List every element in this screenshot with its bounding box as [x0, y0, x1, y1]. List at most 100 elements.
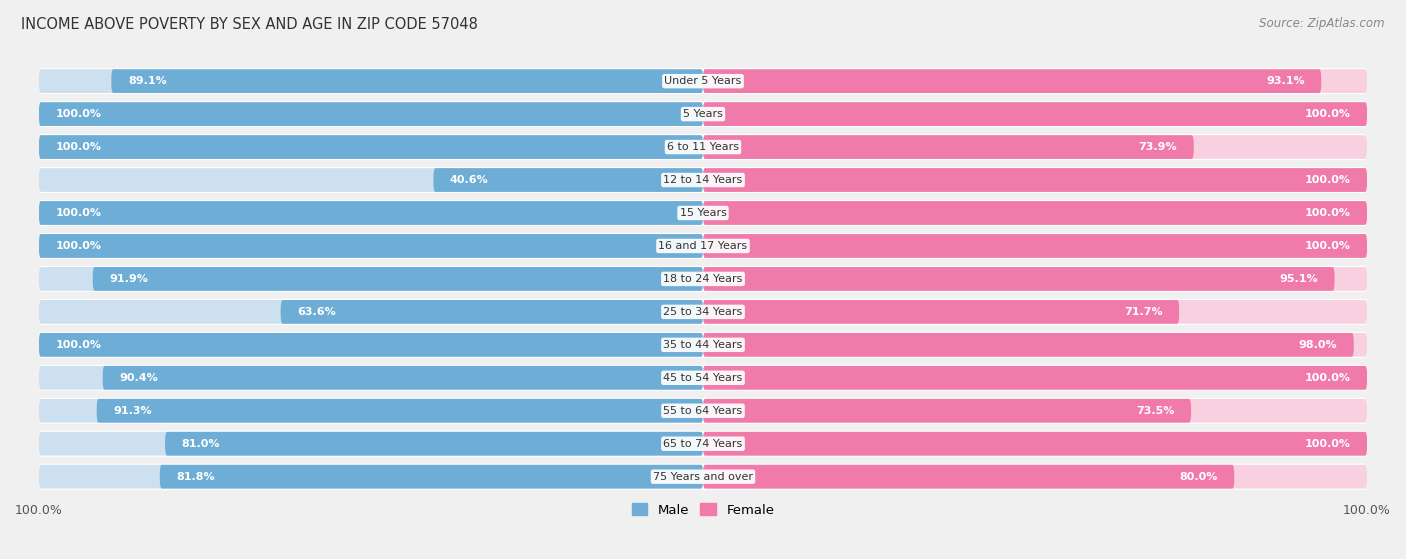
- FancyBboxPatch shape: [39, 102, 703, 126]
- Text: 81.8%: 81.8%: [176, 472, 215, 482]
- FancyBboxPatch shape: [703, 333, 1367, 357]
- FancyBboxPatch shape: [703, 300, 1367, 324]
- FancyBboxPatch shape: [39, 463, 1367, 490]
- FancyBboxPatch shape: [703, 432, 1367, 456]
- FancyBboxPatch shape: [103, 366, 703, 390]
- Text: Source: ZipAtlas.com: Source: ZipAtlas.com: [1260, 17, 1385, 30]
- FancyBboxPatch shape: [39, 201, 703, 225]
- FancyBboxPatch shape: [703, 267, 1334, 291]
- Text: 98.0%: 98.0%: [1299, 340, 1337, 350]
- Text: INCOME ABOVE POVERTY BY SEX AND AGE IN ZIP CODE 57048: INCOME ABOVE POVERTY BY SEX AND AGE IN Z…: [21, 17, 478, 32]
- Text: 100.0%: 100.0%: [1305, 175, 1350, 185]
- Text: 100.0%: 100.0%: [1305, 109, 1350, 119]
- Text: 100.0%: 100.0%: [56, 208, 101, 218]
- FancyBboxPatch shape: [39, 201, 703, 225]
- FancyBboxPatch shape: [703, 201, 1367, 225]
- FancyBboxPatch shape: [703, 465, 1367, 489]
- FancyBboxPatch shape: [703, 234, 1367, 258]
- FancyBboxPatch shape: [703, 300, 1180, 324]
- Text: 5 Years: 5 Years: [683, 109, 723, 119]
- FancyBboxPatch shape: [39, 366, 703, 390]
- Text: 100.0%: 100.0%: [56, 109, 101, 119]
- FancyBboxPatch shape: [39, 365, 1367, 391]
- Text: 71.7%: 71.7%: [1123, 307, 1163, 317]
- Text: 100.0%: 100.0%: [1305, 373, 1350, 383]
- Text: 100.0%: 100.0%: [1305, 208, 1350, 218]
- Text: Under 5 Years: Under 5 Years: [665, 76, 741, 86]
- Text: 100.0%: 100.0%: [56, 340, 101, 350]
- FancyBboxPatch shape: [703, 201, 1367, 225]
- FancyBboxPatch shape: [39, 167, 1367, 193]
- FancyBboxPatch shape: [39, 333, 703, 357]
- Text: 40.6%: 40.6%: [450, 175, 489, 185]
- Text: 95.1%: 95.1%: [1279, 274, 1317, 284]
- Text: 100.0%: 100.0%: [1305, 241, 1350, 251]
- FancyBboxPatch shape: [703, 399, 1191, 423]
- Legend: Male, Female: Male, Female: [626, 498, 780, 522]
- Text: 6 to 11 Years: 6 to 11 Years: [666, 142, 740, 152]
- Text: 100.0%: 100.0%: [1305, 439, 1350, 449]
- FancyBboxPatch shape: [39, 430, 1367, 457]
- Text: 93.1%: 93.1%: [1265, 76, 1305, 86]
- FancyBboxPatch shape: [39, 69, 703, 93]
- FancyBboxPatch shape: [703, 399, 1367, 423]
- FancyBboxPatch shape: [39, 233, 1367, 259]
- FancyBboxPatch shape: [39, 465, 703, 489]
- Text: 90.4%: 90.4%: [120, 373, 157, 383]
- Text: 65 to 74 Years: 65 to 74 Years: [664, 439, 742, 449]
- FancyBboxPatch shape: [703, 102, 1367, 126]
- FancyBboxPatch shape: [703, 69, 1367, 93]
- FancyBboxPatch shape: [703, 366, 1367, 390]
- FancyBboxPatch shape: [39, 68, 1367, 94]
- FancyBboxPatch shape: [703, 234, 1367, 258]
- Text: 12 to 14 Years: 12 to 14 Years: [664, 175, 742, 185]
- FancyBboxPatch shape: [281, 300, 703, 324]
- FancyBboxPatch shape: [703, 168, 1367, 192]
- FancyBboxPatch shape: [39, 398, 1367, 424]
- Text: 25 to 34 Years: 25 to 34 Years: [664, 307, 742, 317]
- Text: 73.5%: 73.5%: [1136, 406, 1174, 416]
- FancyBboxPatch shape: [39, 432, 703, 456]
- FancyBboxPatch shape: [39, 134, 1367, 160]
- Text: 81.0%: 81.0%: [181, 439, 221, 449]
- FancyBboxPatch shape: [39, 135, 703, 159]
- FancyBboxPatch shape: [39, 234, 703, 258]
- Text: 89.1%: 89.1%: [128, 76, 167, 86]
- FancyBboxPatch shape: [39, 168, 703, 192]
- FancyBboxPatch shape: [160, 465, 703, 489]
- FancyBboxPatch shape: [39, 102, 703, 126]
- FancyBboxPatch shape: [39, 300, 703, 324]
- Text: 75 Years and over: 75 Years and over: [652, 472, 754, 482]
- Text: 18 to 24 Years: 18 to 24 Years: [664, 274, 742, 284]
- Text: 63.6%: 63.6%: [297, 307, 336, 317]
- FancyBboxPatch shape: [703, 168, 1367, 192]
- Text: 35 to 44 Years: 35 to 44 Years: [664, 340, 742, 350]
- Text: 100.0%: 100.0%: [56, 142, 101, 152]
- FancyBboxPatch shape: [433, 168, 703, 192]
- FancyBboxPatch shape: [97, 399, 703, 423]
- FancyBboxPatch shape: [39, 200, 1367, 226]
- FancyBboxPatch shape: [165, 432, 703, 456]
- Text: 91.3%: 91.3%: [114, 406, 152, 416]
- FancyBboxPatch shape: [39, 101, 1367, 127]
- FancyBboxPatch shape: [93, 267, 703, 291]
- Text: 91.9%: 91.9%: [110, 274, 148, 284]
- Text: 100.0%: 100.0%: [56, 241, 101, 251]
- FancyBboxPatch shape: [111, 69, 703, 93]
- FancyBboxPatch shape: [39, 135, 703, 159]
- FancyBboxPatch shape: [703, 102, 1367, 126]
- FancyBboxPatch shape: [39, 332, 1367, 358]
- FancyBboxPatch shape: [39, 399, 703, 423]
- FancyBboxPatch shape: [39, 333, 703, 357]
- Text: 80.0%: 80.0%: [1180, 472, 1218, 482]
- FancyBboxPatch shape: [703, 465, 1234, 489]
- Text: 55 to 64 Years: 55 to 64 Years: [664, 406, 742, 416]
- FancyBboxPatch shape: [703, 69, 1322, 93]
- Text: 45 to 54 Years: 45 to 54 Years: [664, 373, 742, 383]
- FancyBboxPatch shape: [39, 267, 703, 291]
- FancyBboxPatch shape: [39, 299, 1367, 325]
- FancyBboxPatch shape: [703, 135, 1194, 159]
- FancyBboxPatch shape: [39, 234, 703, 258]
- Text: 15 Years: 15 Years: [679, 208, 727, 218]
- FancyBboxPatch shape: [703, 432, 1367, 456]
